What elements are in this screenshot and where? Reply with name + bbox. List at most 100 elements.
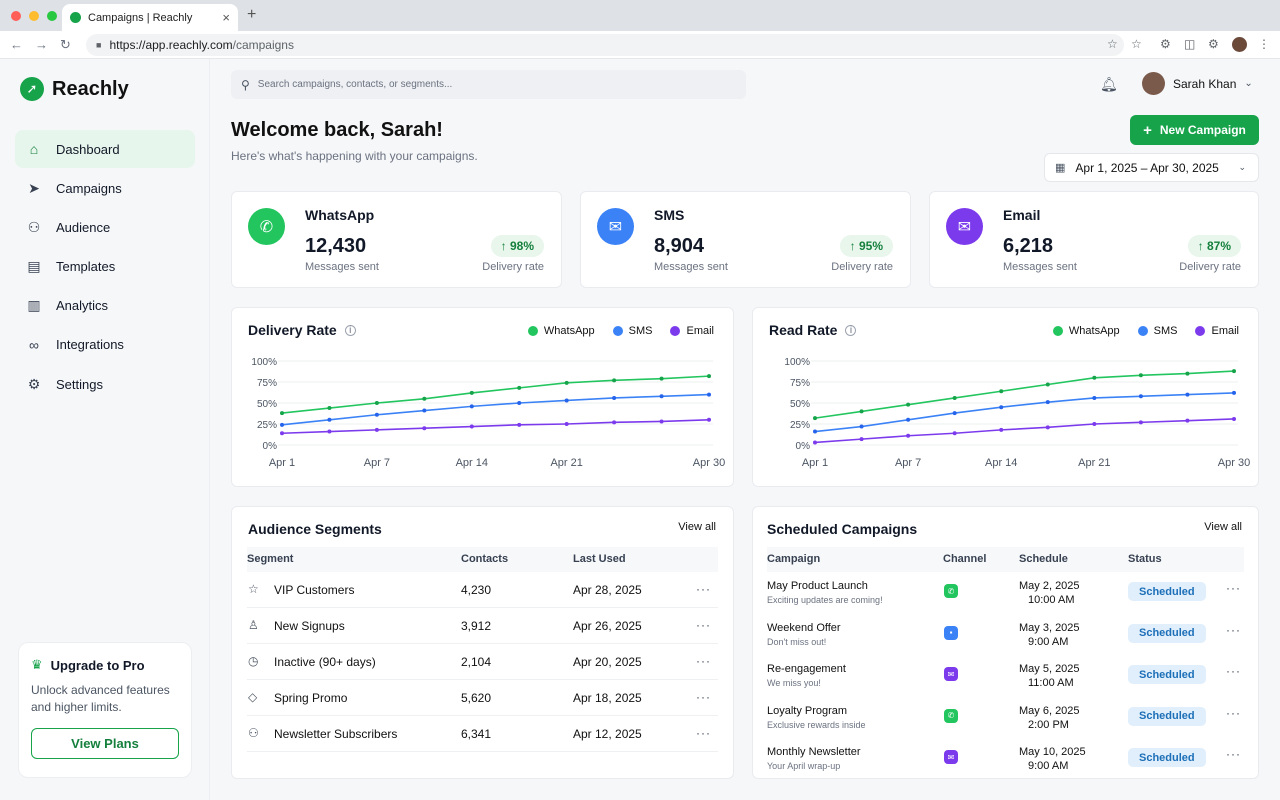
data-point[interactable] <box>1092 422 1097 426</box>
data-point[interactable] <box>999 389 1004 394</box>
extension-icon[interactable]: ⚙ <box>1160 37 1171 51</box>
data-point[interactable] <box>469 424 474 429</box>
data-point[interactable] <box>422 396 427 401</box>
data-point[interactable] <box>1138 394 1143 399</box>
data-point[interactable] <box>374 412 379 417</box>
forward-icon[interactable]: → <box>35 37 48 52</box>
data-point[interactable] <box>1092 375 1097 380</box>
data-point[interactable] <box>813 440 817 445</box>
data-point[interactable] <box>517 385 522 390</box>
data-point[interactable] <box>1232 416 1236 421</box>
more-options-icon[interactable]: ··· <box>696 726 711 740</box>
sidebar-item-audience[interactable]: ⚇ Audience <box>15 208 195 246</box>
data-point[interactable] <box>422 426 427 431</box>
data-point[interactable] <box>1045 382 1050 387</box>
notification-bell-icon[interactable]: 🔔︎ <box>1100 76 1118 92</box>
info-icon[interactable]: i <box>344 324 356 336</box>
data-point[interactable] <box>1185 418 1190 423</box>
view-plans-button[interactable]: View Plans <box>31 728 179 759</box>
data-point[interactable] <box>813 416 817 421</box>
extension-star-icon[interactable]: ☆ <box>1131 37 1142 51</box>
date-range-picker[interactable]: ▦ Apr 1, 2025 – Apr 30, 2025 ⌄ <box>1044 153 1259 182</box>
data-point[interactable] <box>906 433 911 438</box>
sidebar-item-campaigns[interactable]: ➤ Campaigns <box>15 169 195 207</box>
data-point[interactable] <box>612 420 617 425</box>
new-tab-icon[interactable]: + <box>247 6 257 23</box>
data-point[interactable] <box>999 427 1004 432</box>
user-menu[interactable]: Sarah Khan ⌄ <box>1142 72 1253 95</box>
table-row[interactable]: ♙ New Signups 3,912 Apr 26, 2025 ··· <box>247 608 718 644</box>
data-point[interactable] <box>1232 369 1236 374</box>
data-point[interactable] <box>327 406 332 411</box>
data-point[interactable] <box>859 409 864 414</box>
info-icon[interactable]: i <box>845 324 857 336</box>
browser-menu-icon[interactable]: ⋮ <box>1258 37 1270 51</box>
reload-icon[interactable]: ↻ <box>60 37 71 52</box>
data-point[interactable] <box>659 376 664 381</box>
table-row[interactable]: May Product Launch Exciting updates are c… <box>767 577 1244 619</box>
data-point[interactable] <box>327 417 332 422</box>
sidebar-item-settings[interactable]: ⚙ Settings <box>15 365 195 403</box>
data-point[interactable] <box>469 404 474 409</box>
data-point[interactable] <box>952 395 957 400</box>
data-point[interactable] <box>564 380 569 385</box>
browser-tab[interactable]: Campaigns | Reachly × <box>62 4 238 31</box>
sidebar-item-dashboard[interactable]: ⌂ Dashboard <box>15 130 195 168</box>
maximize-window-button[interactable] <box>47 11 57 21</box>
data-point[interactable] <box>859 424 864 429</box>
data-point[interactable] <box>659 419 664 424</box>
data-point[interactable] <box>707 417 711 422</box>
table-row[interactable]: Re-engagement We miss you! ✉ May 5, 2025 11:… <box>767 660 1244 702</box>
more-options-icon[interactable]: ··· <box>1226 664 1241 679</box>
data-point[interactable] <box>906 402 911 407</box>
data-point[interactable] <box>1092 395 1097 400</box>
data-point[interactable] <box>813 429 817 434</box>
data-point[interactable] <box>906 417 911 422</box>
data-point[interactable] <box>999 405 1004 410</box>
data-point[interactable] <box>612 395 617 400</box>
minimize-window-button[interactable] <box>29 11 39 21</box>
data-point[interactable] <box>1185 392 1190 397</box>
table-row[interactable]: ☆ VIP Customers 4,230 Apr 28, 2025 ··· <box>247 572 718 608</box>
data-point[interactable] <box>374 401 379 405</box>
tab-close-icon[interactable]: × <box>222 10 230 25</box>
more-options-icon[interactable]: ··· <box>696 618 711 632</box>
table-row[interactable]: ⚇ Newsletter Subscribers 6,341 Apr 12, 2… <box>247 716 718 752</box>
new-campaign-button[interactable]: + New Campaign <box>1130 115 1259 145</box>
table-row[interactable]: Weekend Offer Don't miss out! ▪ May 3, 2025… <box>767 619 1244 661</box>
data-point[interactable] <box>280 422 284 427</box>
close-window-button[interactable] <box>11 11 21 21</box>
data-point[interactable] <box>280 411 284 416</box>
data-point[interactable] <box>707 392 711 397</box>
data-point[interactable] <box>707 374 711 379</box>
table-row[interactable]: Monthly Newsletter Your April wrap-up ✉ May… <box>767 743 1244 785</box>
more-options-icon[interactable]: ··· <box>696 690 711 704</box>
search-input[interactable]: ⚲ Search campaigns, contacts, or segment… <box>231 70 746 99</box>
data-point[interactable] <box>952 431 957 436</box>
table-row[interactable]: ◇ Spring Promo 5,620 Apr 18, 2025 ··· <box>247 680 718 716</box>
more-options-icon[interactable]: ··· <box>696 582 711 596</box>
more-options-icon[interactable]: ··· <box>1226 581 1241 595</box>
data-point[interactable] <box>327 429 332 434</box>
data-point[interactable] <box>659 394 664 399</box>
table-row[interactable]: ◷ Inactive (90+ days) 2,104 Apr 20, 2025… <box>247 644 718 680</box>
data-point[interactable] <box>564 398 569 403</box>
view-all-link[interactable]: View all <box>1204 521 1242 533</box>
data-point[interactable] <box>1138 373 1143 378</box>
data-point[interactable] <box>612 378 617 383</box>
data-point[interactable] <box>1185 371 1190 376</box>
sidebar-item-analytics[interactable]: ▥ Analytics <box>15 287 195 325</box>
back-icon[interactable]: ← <box>10 37 23 52</box>
extension-icon[interactable]: ⚙ <box>1208 37 1219 51</box>
data-point[interactable] <box>1045 400 1050 405</box>
more-options-icon[interactable]: ··· <box>1226 622 1241 637</box>
address-bar[interactable]: ■ https://app.reachly.com/campaigns <box>86 34 1124 56</box>
more-options-icon[interactable]: ··· <box>1226 747 1241 762</box>
data-point[interactable] <box>952 411 957 416</box>
more-options-icon[interactable]: ··· <box>696 654 711 668</box>
extension-icon[interactable]: ◫ <box>1184 37 1196 51</box>
sidebar-item-integrations[interactable]: ∞ Integrations <box>15 326 195 364</box>
brand[interactable]: ➚ Reachly <box>20 77 129 101</box>
data-point[interactable] <box>859 437 864 442</box>
data-point[interactable] <box>422 408 427 413</box>
